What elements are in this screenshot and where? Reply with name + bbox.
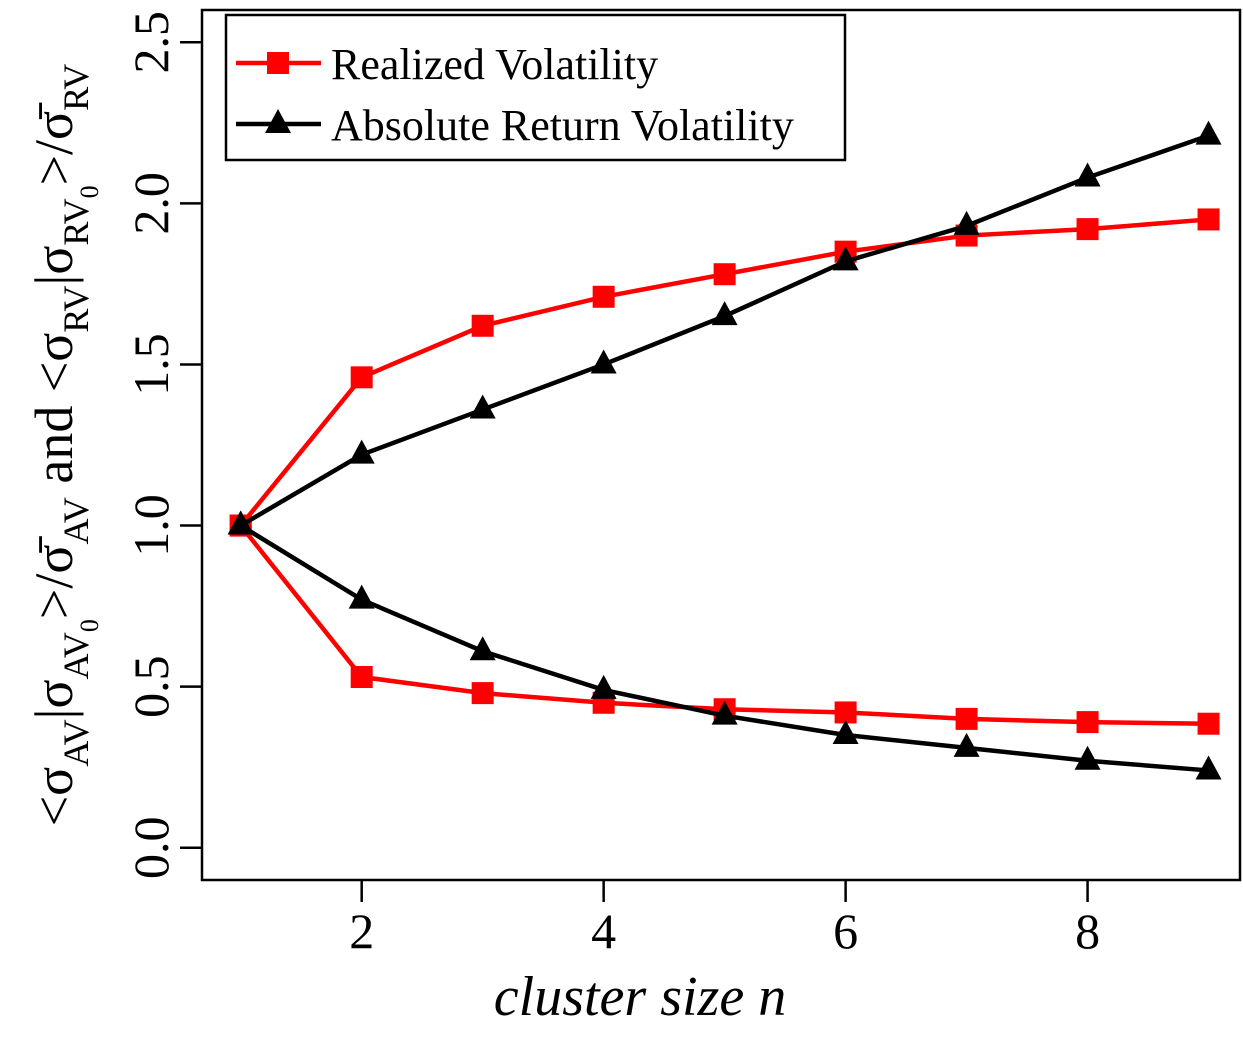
y-label-part: >/σ̄ <box>24 102 84 186</box>
marker <box>469 394 496 419</box>
marker <box>713 263 736 286</box>
marker <box>711 301 738 326</box>
y-label-part: AV <box>56 632 96 679</box>
marker <box>590 674 617 699</box>
y-label-part: |σ <box>24 246 84 286</box>
marker <box>834 701 857 724</box>
legend-marker <box>265 109 291 133</box>
legend-label: Absolute Return Volatility <box>331 101 794 150</box>
y-label-part: and <σ <box>24 333 84 498</box>
marker <box>1197 208 1220 231</box>
marker <box>953 210 980 235</box>
y-axis-label: <σAV|σAV0>/σ̄AV and <σRV|σRV0>/σ̄RV <box>24 64 104 827</box>
marker <box>832 246 859 271</box>
marker <box>471 314 494 337</box>
x-tick-label: 6 <box>833 903 858 959</box>
y-label-part: AV <box>56 719 96 766</box>
series-line <box>238 524 1209 726</box>
y-tick-label: 1.0 <box>123 494 179 557</box>
marker <box>592 285 615 308</box>
y-tick-label: 2.0 <box>123 172 179 235</box>
y-tick-label: 0.5 <box>123 655 179 718</box>
marker <box>955 707 978 730</box>
y-tick-label: 0.0 <box>123 817 179 880</box>
marker <box>227 510 254 535</box>
legend-marker <box>267 52 289 74</box>
marker <box>832 720 859 744</box>
x-axis-label: cluster size n <box>494 966 786 1028</box>
marker <box>471 682 494 705</box>
y-label-part: <σ <box>24 767 84 827</box>
y-tick-label: 2.5 <box>123 11 179 74</box>
y-label-part: 0 <box>75 185 104 198</box>
legend-box <box>224 13 847 162</box>
marker <box>469 636 496 661</box>
legend-label: Realized Volatility <box>331 40 658 89</box>
y-label-part: 0 <box>75 619 104 632</box>
marker <box>348 439 375 464</box>
marker <box>348 584 375 609</box>
marker <box>350 666 373 688</box>
marker <box>953 732 980 757</box>
y-label-part: |σ <box>24 679 84 719</box>
series-line <box>239 133 1210 528</box>
marker <box>1195 120 1222 145</box>
marker <box>1076 711 1099 734</box>
y-label-part: AV <box>56 497 96 544</box>
y-tick-label: 1.5 <box>123 333 179 396</box>
plot-frame <box>200 8 1242 882</box>
marker <box>1195 755 1222 780</box>
marker <box>350 366 373 389</box>
y-label-part: RV <box>56 285 96 332</box>
y-label-part: RV <box>56 64 96 111</box>
x-tick-label: 2 <box>349 903 374 959</box>
x-tick-label: 4 <box>591 903 616 959</box>
marker <box>1197 712 1220 735</box>
y-label-part: >/σ̄ <box>24 536 84 620</box>
series-line <box>239 523 1209 773</box>
y-label-part: RV <box>56 198 96 245</box>
marker <box>1074 745 1101 770</box>
marker <box>1074 162 1101 187</box>
x-tick-label: 8 <box>1075 903 1100 959</box>
marker <box>711 700 738 725</box>
marker <box>1076 218 1099 241</box>
marker <box>590 349 617 374</box>
